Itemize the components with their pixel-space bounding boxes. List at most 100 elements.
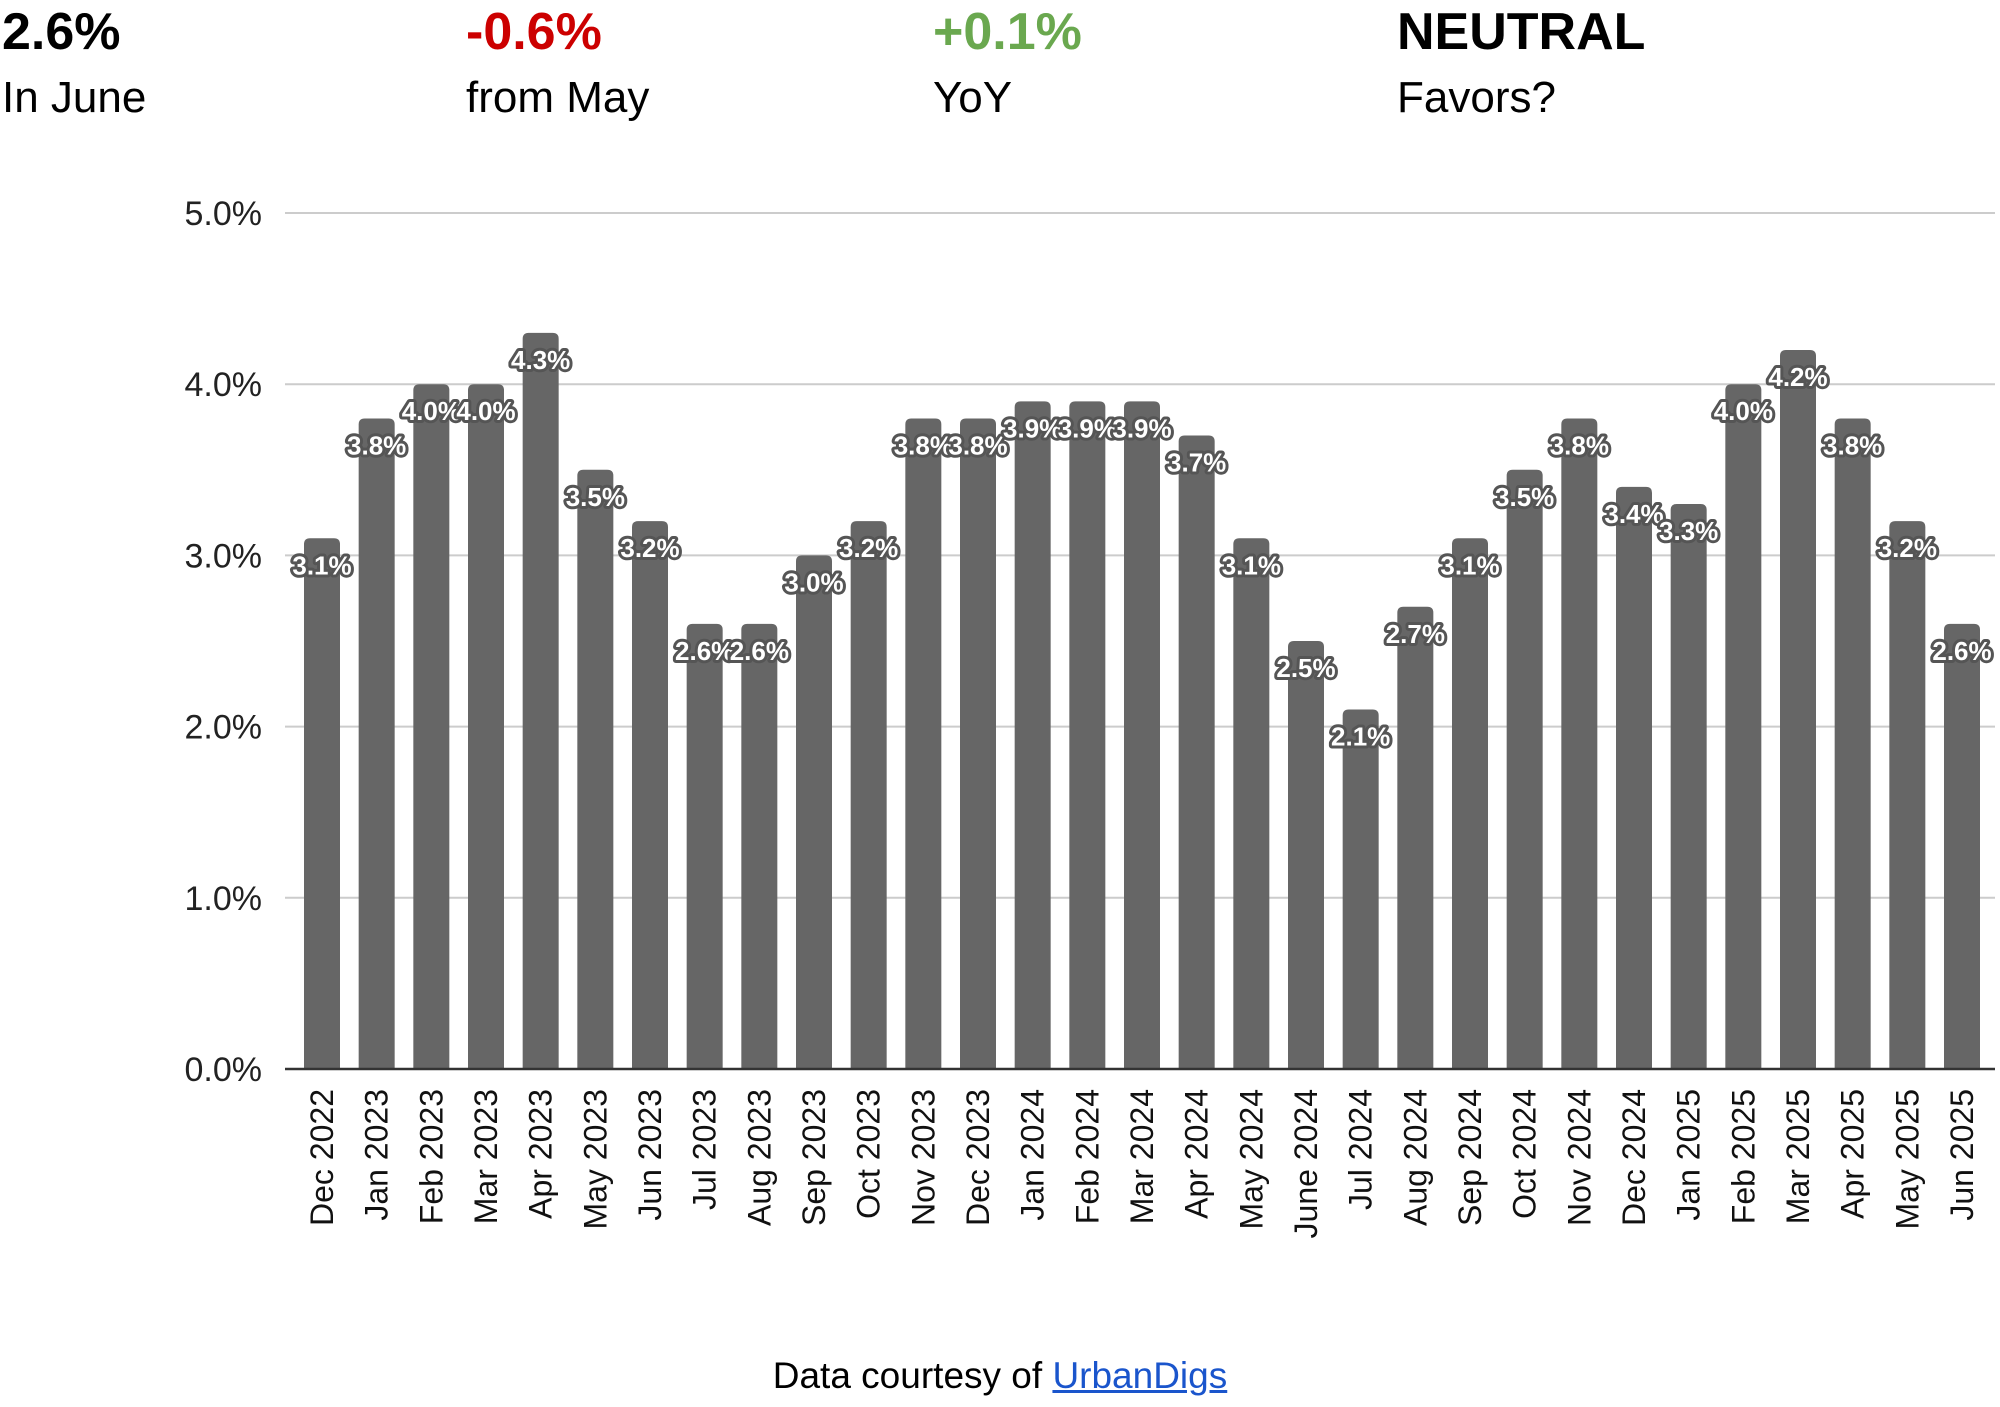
x-tick-label: June 2024 [1288, 1089, 1324, 1238]
data-label: 3.9% [1003, 413, 1062, 443]
footer-credit: Data courtesy of UrbanDigs [0, 1355, 2000, 1397]
kpi-market-favor-value: NEUTRAL [1397, 3, 1646, 61]
x-tick-label: Jan 2023 [359, 1089, 395, 1221]
data-label: 3.0% [784, 567, 843, 597]
bar [1670, 504, 1707, 1069]
data-label: 4.0% [1714, 396, 1773, 426]
bar [1014, 401, 1051, 1069]
bar [1124, 401, 1160, 1069]
data-label: 3.5% [1495, 482, 1554, 512]
data-label: 2.1% [1331, 721, 1390, 751]
urbandigs-link[interactable]: UrbanDigs [1052, 1355, 1228, 1396]
bar [905, 418, 942, 1069]
bar [1506, 469, 1543, 1069]
x-tick-label: Apr 2024 [1179, 1089, 1215, 1219]
x-tick-label: Aug 2023 [741, 1089, 777, 1226]
data-label: 3.2% [620, 533, 679, 563]
data-label: 3.8% [1550, 430, 1609, 460]
bar [304, 538, 340, 1069]
bar [741, 623, 778, 1069]
kpi-current-rate-value: 2.6% [2, 3, 121, 61]
bar [1342, 709, 1379, 1069]
y-axis: 0.0% 1.0% 2.0% 3.0% 4.0% 5.0% [185, 195, 263, 1089]
data-label: 4.0% [402, 396, 461, 426]
kpi-yoy-change: +0.1% YoY [933, 0, 1082, 128]
x-tick-label: Aug 2024 [1397, 1089, 1433, 1226]
x-tick-label: Feb 2024 [1069, 1089, 1105, 1224]
kpi-market-favor-label: Favors? [1397, 73, 1556, 122]
bar [1780, 349, 1816, 1070]
y-tick-label: 3.0% [185, 537, 263, 575]
bar [413, 384, 450, 1069]
data-label: 2.6% [730, 636, 789, 666]
bars [304, 332, 1980, 1070]
kpi-month-change-label: from May [466, 73, 650, 122]
x-tick-label: Mar 2024 [1124, 1089, 1160, 1224]
bar [1178, 435, 1215, 1069]
data-label: 2.7% [1386, 619, 1445, 649]
bar [632, 521, 668, 1069]
x-tick-label: Mar 2025 [1780, 1089, 1816, 1224]
x-tick-label: Dec 2022 [304, 1089, 340, 1226]
bar [1069, 401, 1106, 1069]
data-label: 3.2% [839, 533, 898, 563]
data-label: 3.8% [347, 430, 406, 460]
x-tick-label: Sep 2024 [1452, 1089, 1488, 1226]
footer-credit-text: Data courtesy of [772, 1355, 1053, 1396]
kpi-month-change: -0.6% from May [466, 0, 649, 128]
x-tick-label: May 2025 [1889, 1089, 1925, 1230]
bar [1725, 384, 1762, 1069]
data-label: 3.1% [1440, 550, 1499, 580]
bar-chart: 0.0%1.0%2.0%3.0%4.0%5.0% 3.1%3.8%4.0%4.0… [185, 195, 1995, 1238]
x-tick-label: Jan 2024 [1015, 1089, 1051, 1221]
bar [1233, 538, 1270, 1069]
data-label: 3.4% [1604, 499, 1663, 529]
data-labels: 3.1%3.8%4.0%4.0%4.3%3.5%3.2%2.6%2.6%3.0%… [289, 342, 1994, 755]
data-label: 3.7% [1167, 448, 1226, 478]
bar [1889, 521, 1926, 1069]
bar [1397, 606, 1434, 1069]
kpi-market-favor: NEUTRAL Favors? [1397, 0, 1645, 128]
x-tick-label: Dec 2024 [1616, 1089, 1652, 1226]
data-label: 2.6% [675, 636, 734, 666]
data-label: 3.3% [1659, 516, 1718, 546]
data-label: 3.2% [1878, 533, 1937, 563]
bar [686, 623, 723, 1069]
y-tick-label: 2.0% [185, 709, 263, 747]
x-tick-label: Nov 2023 [905, 1089, 941, 1226]
x-tick-label: Oct 2024 [1507, 1089, 1543, 1219]
data-label: 3.8% [1823, 430, 1882, 460]
y-tick-label: 1.0% [185, 880, 263, 918]
kpi-current-rate-label: In June [2, 73, 147, 122]
data-label: 4.0% [456, 396, 515, 426]
data-label: 4.3% [511, 345, 570, 375]
bar [1834, 418, 1871, 1069]
x-tick-label: Mar 2023 [468, 1089, 504, 1224]
bar [1452, 538, 1488, 1069]
bar [1944, 623, 1980, 1069]
y-tick-label: 4.0% [185, 366, 263, 404]
x-tick-label: Nov 2024 [1561, 1089, 1597, 1226]
x-tick-label: Oct 2023 [851, 1089, 887, 1219]
kpi-yoy-change-label: YoY [933, 73, 1013, 122]
bar [1561, 418, 1598, 1069]
kpi-yoy-change-value: +0.1% [933, 3, 1082, 61]
y-tick-label: 5.0% [185, 195, 263, 233]
x-tick-label: Jun 2023 [632, 1089, 668, 1221]
y-tick-label: 0.0% [185, 1051, 263, 1089]
kpi-current-rate: 2.6% In June [2, 0, 146, 128]
x-tick-label: Dec 2023 [960, 1089, 996, 1226]
kpi-month-change-value: -0.6% [466, 3, 602, 61]
x-tick-label: Sep 2023 [796, 1089, 832, 1226]
x-tick-label: May 2024 [1233, 1089, 1269, 1230]
bar [960, 418, 996, 1069]
x-tick-label: Jan 2025 [1671, 1089, 1707, 1221]
data-label: 2.6% [1932, 636, 1991, 666]
x-tick-label: Apr 2025 [1835, 1089, 1871, 1219]
bar [468, 384, 504, 1069]
data-label: 3.1% [1222, 550, 1281, 580]
bar [1616, 486, 1652, 1069]
bar [358, 418, 395, 1069]
bar [577, 469, 614, 1069]
bar [522, 332, 559, 1070]
